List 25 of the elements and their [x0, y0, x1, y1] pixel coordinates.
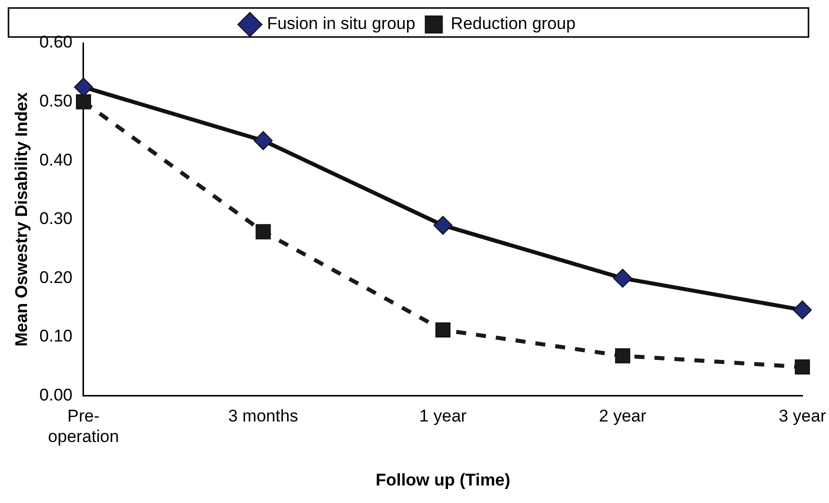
x-tick-label: 2 year	[599, 406, 647, 426]
point	[613, 268, 632, 288]
y-axis-title: Mean Oswestry Disability Index	[12, 92, 31, 346]
point	[615, 348, 630, 364]
point	[256, 224, 271, 240]
point	[76, 94, 92, 110]
y-tick-label: 0.30	[39, 209, 72, 228]
point	[794, 359, 810, 375]
y-tick-label: 0.50	[39, 91, 72, 110]
point	[254, 131, 273, 150]
y-tick-label: 0.00	[39, 385, 72, 404]
point	[433, 216, 452, 235]
legend-label: Fusion in situ group	[266, 14, 416, 34]
point	[792, 300, 812, 320]
point	[435, 322, 451, 338]
x-tick-label: 3 year	[778, 406, 826, 426]
x-tick-label: 1 year	[419, 406, 467, 426]
point	[74, 78, 93, 97]
x-tick-label: Pre- operation	[48, 406, 119, 446]
x-axis-title: Follow up (Time)	[376, 470, 510, 490]
y-tick-label: 0.40	[39, 150, 72, 170]
y-tick-label: 0.20	[39, 268, 72, 287]
legend-label: Reduction group	[450, 14, 576, 34]
y-tick-label: 0.10	[39, 326, 72, 346]
x-tick-label: 3 months	[228, 406, 298, 426]
